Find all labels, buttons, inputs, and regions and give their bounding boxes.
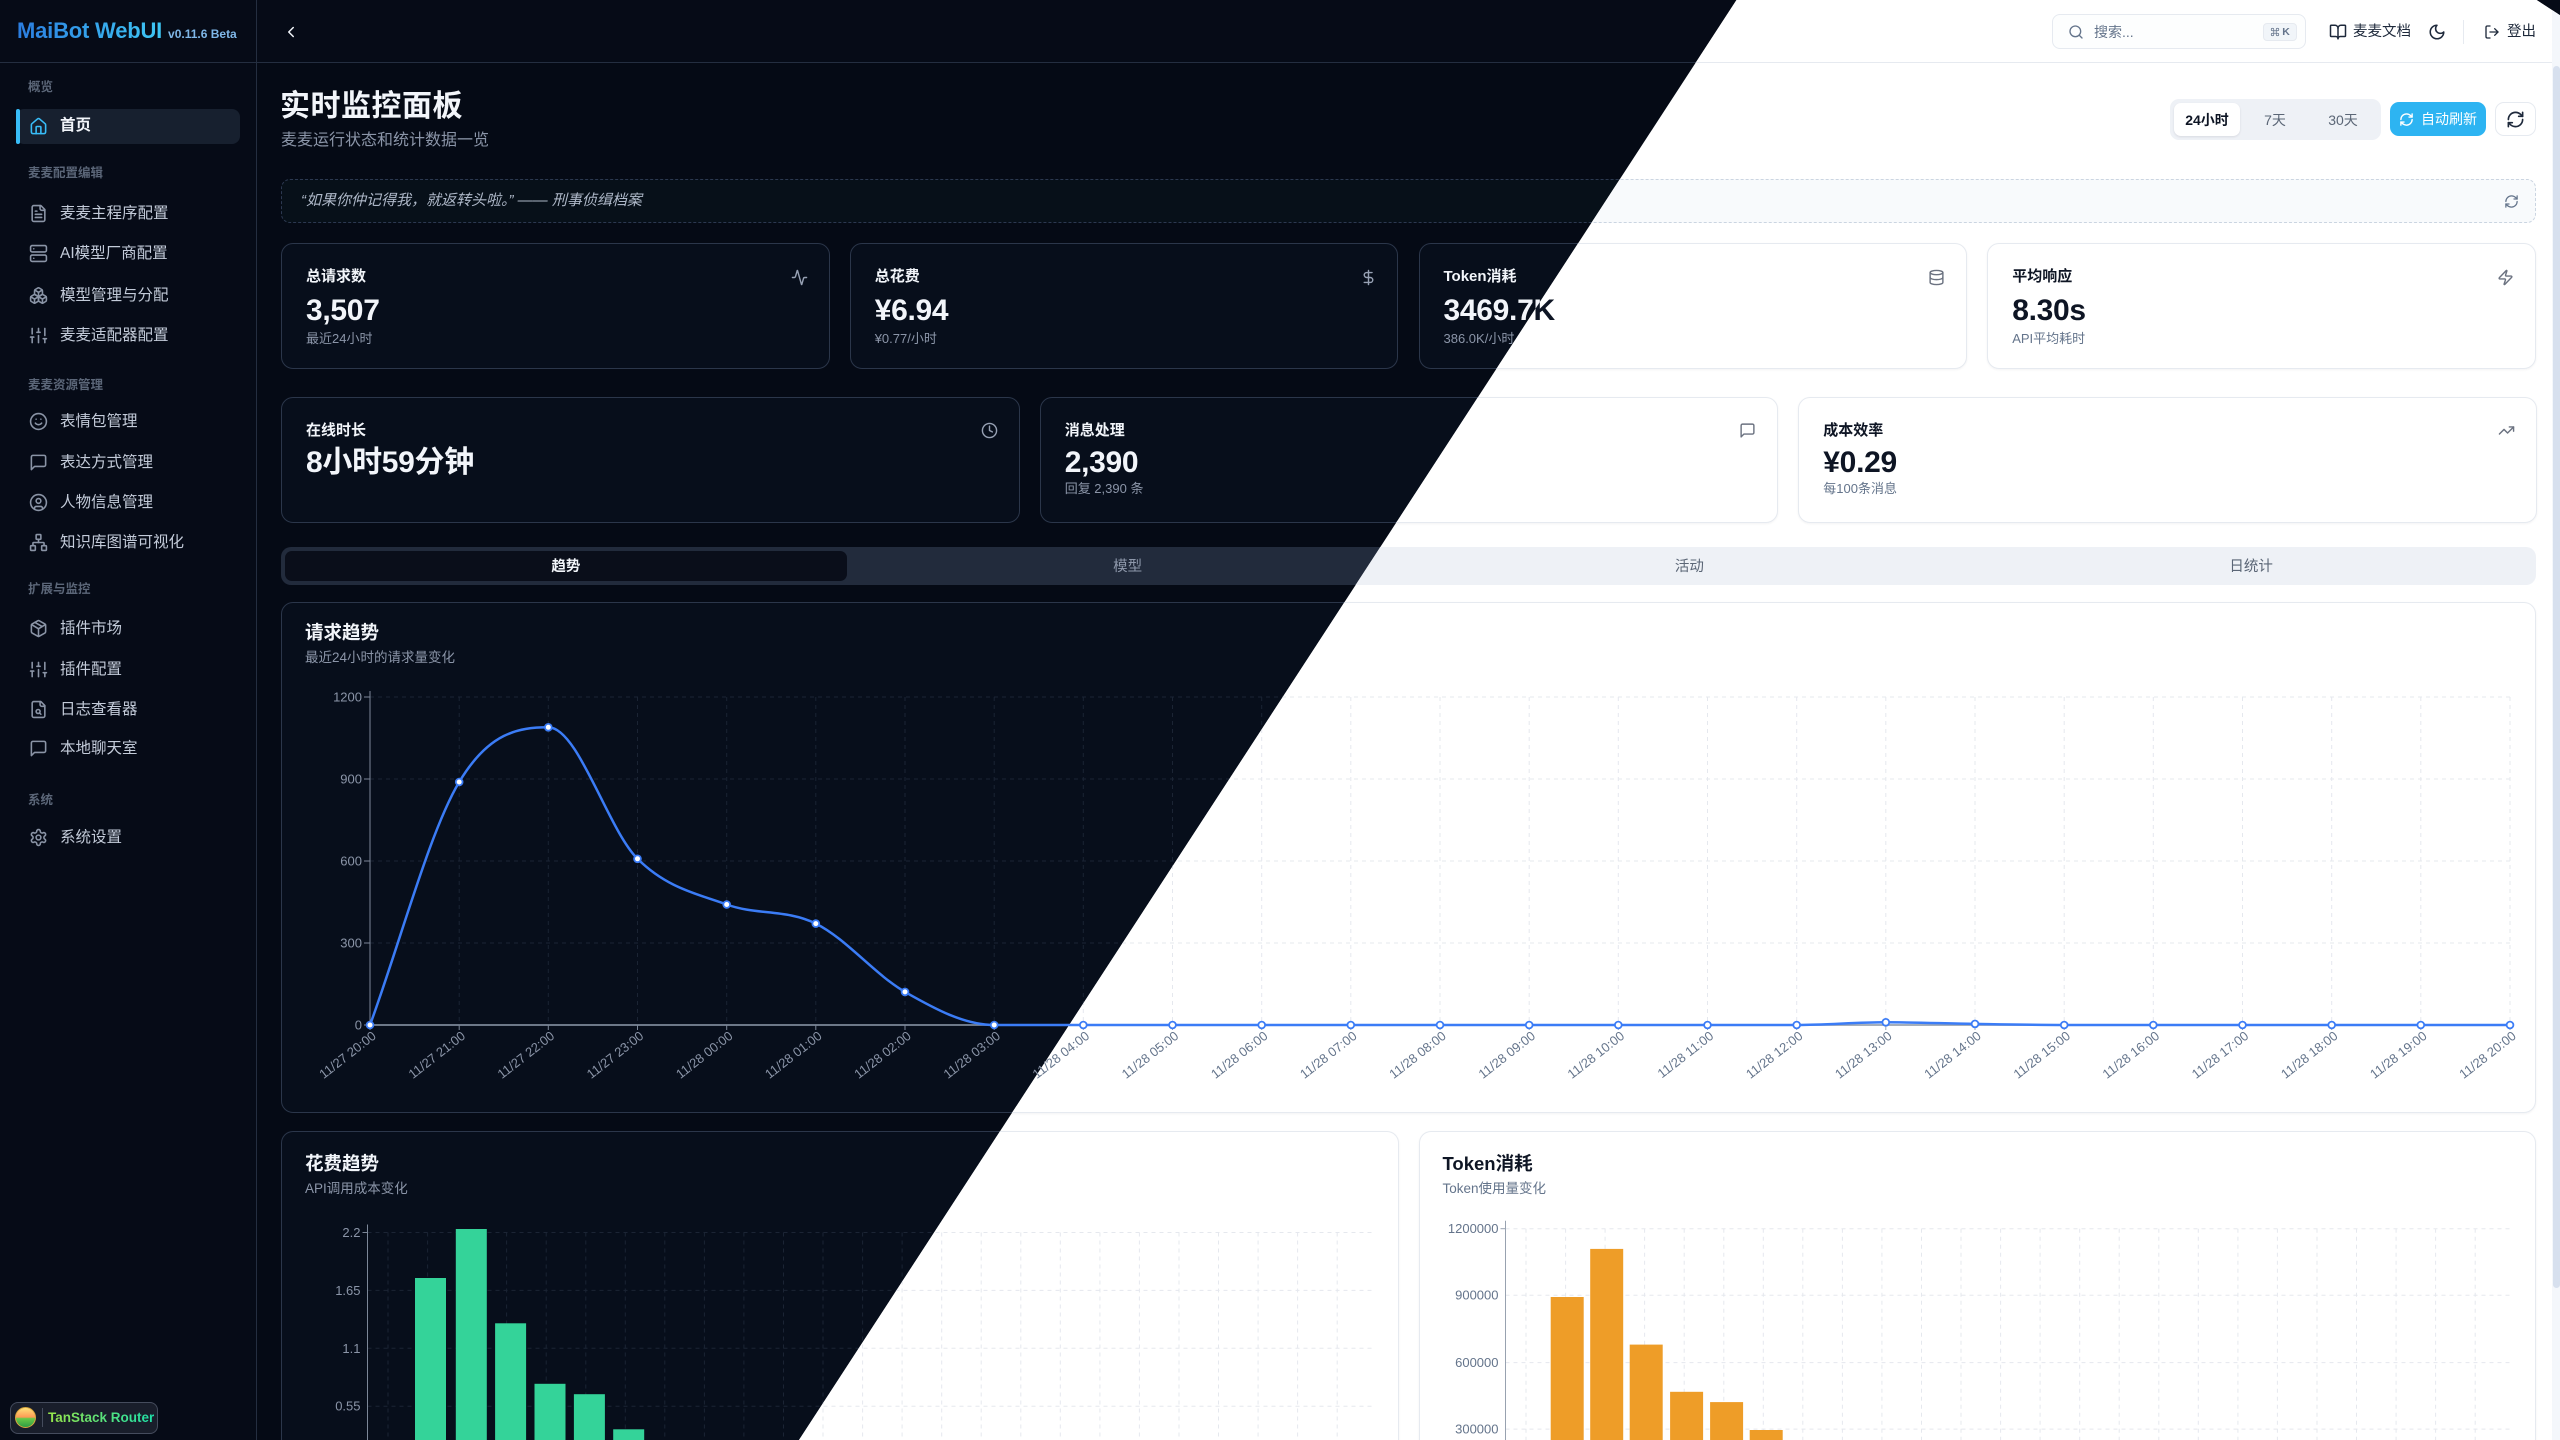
svg-text:1200: 1200: [333, 689, 362, 704]
svg-text:1200000: 1200000: [1447, 1221, 1498, 1236]
svg-text:0: 0: [355, 1017, 362, 1032]
svg-text:300000: 300000: [1455, 1422, 1498, 1437]
svg-text:11/28 13:00: 11/28 13:00: [1832, 1028, 1895, 1082]
svg-text:11/28 05:00: 11/28 05:00: [1119, 1028, 1182, 1082]
svg-text:2.2: 2.2: [342, 1225, 360, 1240]
svg-text:11/28 01:00: 11/28 01:00: [762, 1028, 825, 1082]
svg-text:11/28 15:00: 11/28 15:00: [2010, 1028, 2073, 1082]
svg-text:11/28 12:00: 11/28 12:00: [1743, 1028, 1806, 1082]
svg-text:11/28 19:00: 11/28 19:00: [2367, 1028, 2430, 1082]
svg-text:11/28 02:00: 11/28 02:00: [851, 1028, 914, 1082]
svg-text:11/28 18:00: 11/28 18:00: [2278, 1028, 2341, 1082]
svg-text:11/28 06:00: 11/28 06:00: [1208, 1028, 1271, 1082]
svg-text:11/28 16:00: 11/28 16:00: [2100, 1028, 2163, 1082]
svg-text:0.55: 0.55: [335, 1399, 360, 1414]
svg-text:11/27 20:00: 11/27 20:00: [316, 1028, 379, 1082]
svg-text:300: 300: [340, 935, 362, 950]
svg-text:11/28 07:00: 11/28 07:00: [1297, 1028, 1360, 1082]
svg-text:11/28 03:00: 11/28 03:00: [940, 1028, 1003, 1082]
svg-text:11/28 09:00: 11/28 09:00: [1475, 1028, 1538, 1082]
svg-text:11/28 08:00: 11/28 08:00: [1386, 1028, 1449, 1082]
svg-text:11/27 23:00: 11/27 23:00: [584, 1028, 647, 1082]
svg-text:600: 600: [340, 853, 362, 868]
svg-text:11/28 10:00: 11/28 10:00: [1565, 1028, 1628, 1082]
svg-text:11/28 17:00: 11/28 17:00: [2189, 1028, 2252, 1082]
svg-text:1.1: 1.1: [342, 1341, 360, 1356]
svg-text:1.65: 1.65: [335, 1283, 360, 1298]
svg-text:11/28 11:00: 11/28 11:00: [1655, 1028, 1717, 1081]
svg-text:900: 900: [340, 771, 362, 786]
svg-text:11/27 21:00: 11/27 21:00: [405, 1028, 468, 1082]
svg-text:11/28 00:00: 11/28 00:00: [673, 1028, 736, 1082]
svg-text:11/27 22:00: 11/27 22:00: [495, 1028, 558, 1082]
svg-text:11/28 20:00: 11/28 20:00: [2456, 1028, 2519, 1082]
svg-text:11/28 14:00: 11/28 14:00: [1921, 1028, 1984, 1082]
svg-text:900000: 900000: [1455, 1288, 1498, 1303]
svg-text:600000: 600000: [1455, 1355, 1498, 1370]
